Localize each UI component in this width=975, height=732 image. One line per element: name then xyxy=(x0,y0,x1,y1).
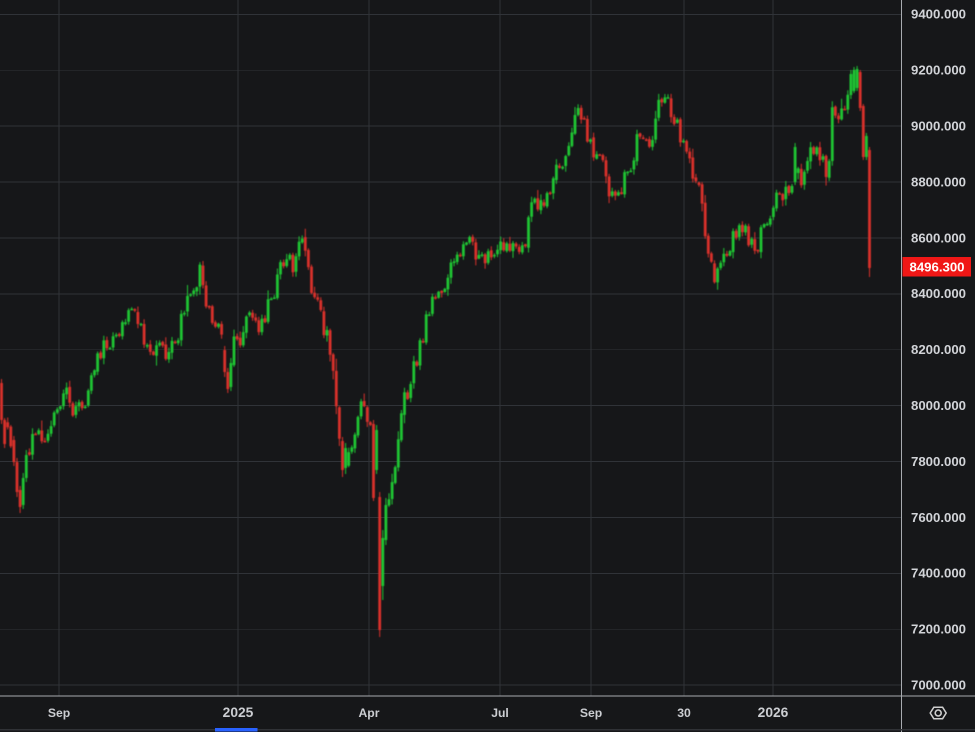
svg-text:Jul: Jul xyxy=(491,706,509,720)
svg-text:8800.000: 8800.000 xyxy=(911,174,966,189)
svg-text:Apr: Apr xyxy=(359,706,380,720)
svg-text:8200.000: 8200.000 xyxy=(911,342,966,357)
svg-text:Sep: Sep xyxy=(48,706,70,720)
svg-text:9400.000: 9400.000 xyxy=(911,7,966,22)
svg-text:7800.000: 7800.000 xyxy=(911,454,966,469)
svg-text:2025: 2025 xyxy=(223,705,254,720)
svg-text:7600.000: 7600.000 xyxy=(911,510,966,525)
svg-text:9200.000: 9200.000 xyxy=(911,63,966,78)
svg-text:8400.000: 8400.000 xyxy=(911,286,966,301)
svg-text:8000.000: 8000.000 xyxy=(911,398,966,413)
svg-text:8600.000: 8600.000 xyxy=(911,230,966,245)
svg-text:30: 30 xyxy=(677,706,691,720)
svg-text:8496.300: 8496.300 xyxy=(909,259,964,274)
svg-text:Sep: Sep xyxy=(580,706,602,720)
svg-text:7400.000: 7400.000 xyxy=(911,566,966,581)
svg-text:2026: 2026 xyxy=(758,705,789,720)
svg-text:7200.000: 7200.000 xyxy=(911,622,966,637)
svg-text:9000.000: 9000.000 xyxy=(911,119,966,134)
svg-text:7000.000: 7000.000 xyxy=(911,678,966,693)
